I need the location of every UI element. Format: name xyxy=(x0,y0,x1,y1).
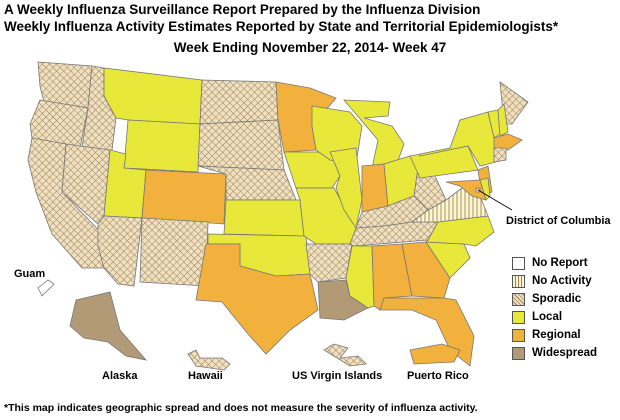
week-ending: Week Ending November 22, 2014- Week 47 xyxy=(173,40,447,55)
region-guam xyxy=(37,279,55,297)
region-kansas xyxy=(223,199,305,237)
legend-label: Widespread xyxy=(532,347,598,359)
region-texas xyxy=(195,243,319,355)
legend-label: Local xyxy=(532,311,563,323)
region-arizona xyxy=(97,215,143,287)
region-connecticut xyxy=(493,147,507,163)
region-colorado xyxy=(141,169,227,225)
legend-item-regional: Regional xyxy=(512,326,597,344)
legend-item-no-activity: No Activity xyxy=(512,272,597,290)
region-puerto-rico xyxy=(409,343,461,365)
label-district-of-columbia: District of Columbia xyxy=(506,215,611,227)
label-puerto-rico: Puerto Rico xyxy=(407,370,469,382)
region-illinois xyxy=(329,147,363,230)
label-alaska: Alaska xyxy=(102,370,138,382)
label-hawaii: Hawaii xyxy=(188,370,223,382)
region-new-hampshire xyxy=(497,103,509,137)
legend-item-local: Local xyxy=(512,308,597,326)
region-wyoming xyxy=(123,119,201,173)
region-georgia xyxy=(401,241,451,299)
legend-label: Sporadic xyxy=(532,293,582,305)
legend-swatch xyxy=(512,310,525,324)
region-indiana xyxy=(361,163,389,213)
legend-item-sporadic: Sporadic xyxy=(512,290,597,308)
label-us-virgin-islands: US Virgin Islands xyxy=(292,370,383,382)
region-hawaii xyxy=(187,349,231,371)
legend-label: Regional xyxy=(532,329,581,341)
legend-item-no-report: No Report xyxy=(512,254,597,272)
region-alaska xyxy=(69,291,148,361)
region-arkansas xyxy=(305,243,353,283)
label-guam: Guam xyxy=(14,268,46,280)
region-new-mexico xyxy=(139,217,209,287)
report-subtitle: Weekly Influenza Activity Estimates Repo… xyxy=(4,19,559,34)
region-maryland xyxy=(445,179,487,201)
region-massachusetts xyxy=(493,133,523,151)
region-south-dakota xyxy=(197,119,285,171)
footnote: *This map indicates geographic spread an… xyxy=(4,402,478,414)
region-montana xyxy=(103,67,203,125)
legend-label: No Activity xyxy=(532,275,592,287)
region-michigan xyxy=(343,99,405,169)
legend-swatch xyxy=(512,292,525,306)
region-north-dakota xyxy=(199,79,279,125)
legend-item-widespread: Widespread xyxy=(512,344,597,362)
legend-swatch xyxy=(512,346,525,360)
legend-swatch xyxy=(512,328,525,342)
legend-swatch xyxy=(512,256,525,270)
report-title: A Weekly Influenza Surveillance Report P… xyxy=(4,2,481,17)
dc-leader-line xyxy=(477,189,513,211)
legend-label: No Report xyxy=(532,257,588,269)
region-us-virgin-islands xyxy=(323,343,367,367)
legend: No Report No Activity Sporadic Local Reg… xyxy=(512,254,597,362)
legend-swatch xyxy=(512,274,525,288)
